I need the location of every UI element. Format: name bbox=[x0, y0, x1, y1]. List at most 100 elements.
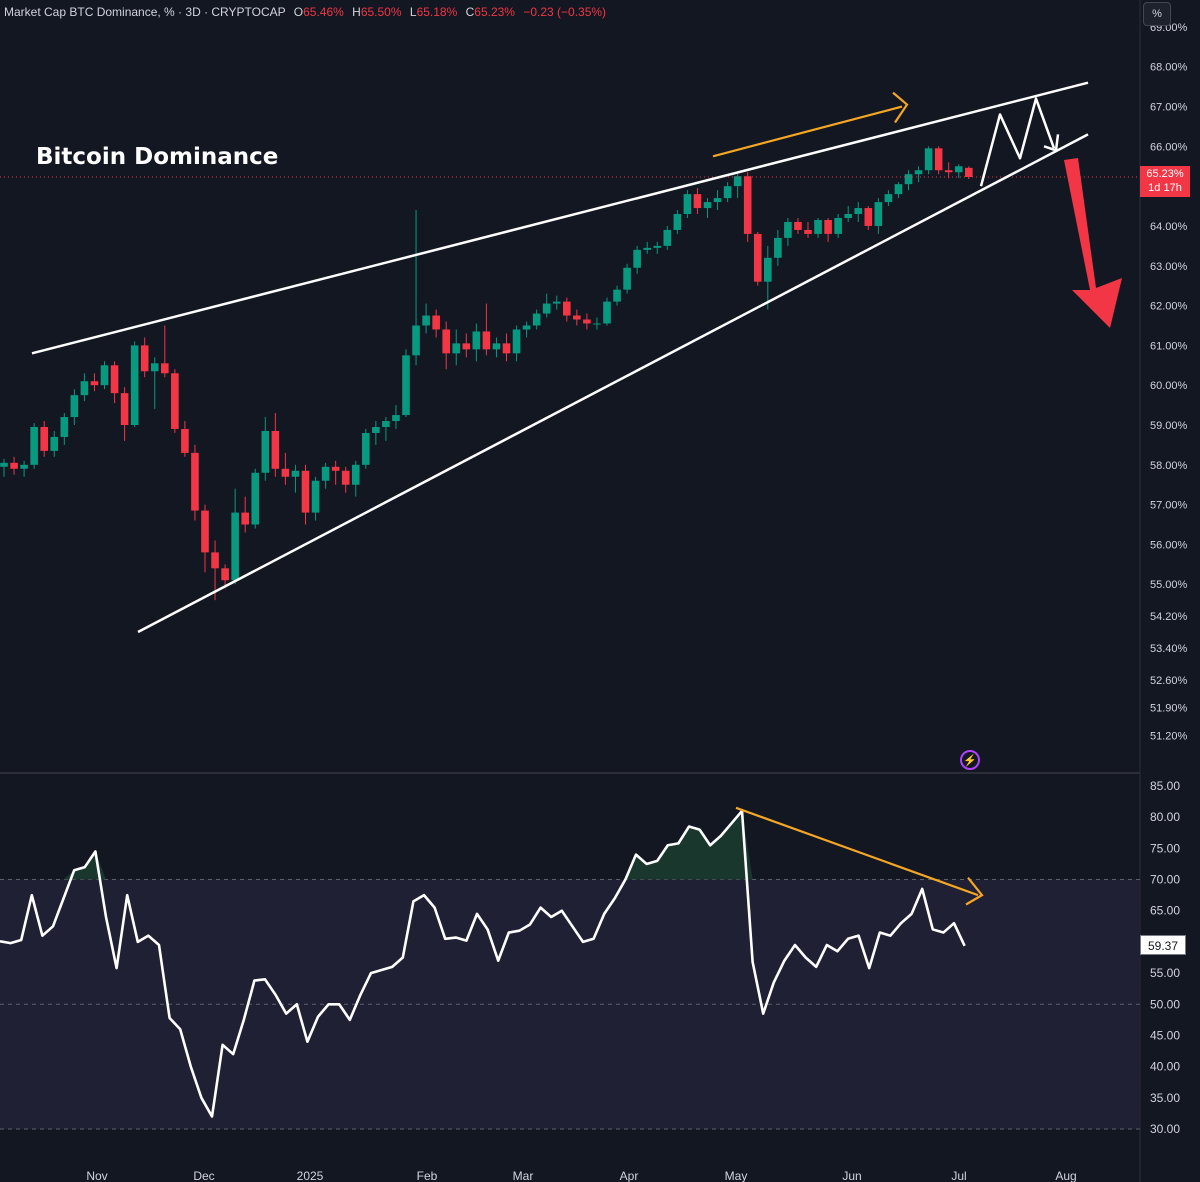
time-tick-label: Feb bbox=[417, 1169, 438, 1182]
price-tick-label: 51.90% bbox=[1150, 703, 1188, 715]
price-tick-label: 53.40% bbox=[1150, 643, 1188, 655]
open-value: 65.46% bbox=[303, 5, 344, 19]
symbol-title: Market Cap BTC Dominance, % · 3D · CRYPT… bbox=[4, 5, 286, 19]
candle-body bbox=[472, 331, 481, 350]
candle-body bbox=[914, 170, 923, 175]
candle-body bbox=[512, 329, 521, 354]
rsi-overbought-fill bbox=[63, 810, 753, 880]
candle-body bbox=[291, 470, 300, 477]
candle-body bbox=[362, 432, 370, 465]
candle-body bbox=[542, 303, 551, 314]
candle-body bbox=[844, 214, 852, 219]
candle-body bbox=[321, 466, 330, 481]
price-tick-label: 68.00% bbox=[1150, 62, 1188, 74]
symbol-header: Market Cap BTC Dominance, % · 3D · CRYPT… bbox=[4, 5, 606, 19]
time-tick-label: May bbox=[725, 1169, 748, 1182]
candle-body bbox=[532, 313, 541, 326]
rsi-tick-label: 65.00 bbox=[1150, 904, 1180, 918]
time-tick-label: 2025 bbox=[297, 1169, 324, 1182]
rsi-tick-label: 80.00 bbox=[1150, 810, 1180, 824]
projection-zigzag-head bbox=[1043, 134, 1060, 152]
candle-body bbox=[924, 148, 933, 171]
lightning-icon[interactable]: ⚡ bbox=[960, 750, 980, 770]
candle-body bbox=[30, 426, 38, 465]
percent-scale-button[interactable]: % bbox=[1143, 2, 1171, 26]
rsi-tick-label: 70.00 bbox=[1150, 873, 1180, 887]
rsi-tick-label: 75.00 bbox=[1150, 841, 1180, 855]
rsi-value-badge: 59.37 bbox=[1140, 935, 1186, 955]
time-tick-label: Mar bbox=[513, 1169, 534, 1182]
candle-body bbox=[683, 194, 692, 215]
candle-body bbox=[341, 470, 350, 485]
time-tick-label: Apr bbox=[620, 1169, 639, 1182]
time-tick-label: Dec bbox=[193, 1169, 214, 1182]
candle-body bbox=[522, 325, 531, 330]
orange-arrow-rsi-head bbox=[965, 876, 984, 906]
candle-body bbox=[593, 323, 601, 325]
candle-body bbox=[904, 174, 913, 185]
candle-body bbox=[231, 512, 239, 581]
price-tick-label: 67.00% bbox=[1150, 102, 1188, 114]
candle-body bbox=[80, 381, 89, 396]
candle-body bbox=[301, 470, 310, 513]
candle-body bbox=[120, 393, 129, 425]
candle-body bbox=[643, 247, 651, 250]
candle-body bbox=[191, 452, 199, 511]
candle-body bbox=[271, 430, 280, 469]
candle-body bbox=[633, 249, 641, 268]
time-tick-label: Jul bbox=[951, 1169, 966, 1182]
orange-arrow-price-line bbox=[712, 105, 903, 158]
low-value: 65.18% bbox=[416, 5, 458, 19]
candle-body bbox=[422, 315, 430, 326]
candle-body bbox=[784, 221, 792, 238]
candle-body bbox=[311, 480, 320, 513]
candle-body bbox=[733, 176, 742, 187]
candle-body bbox=[552, 301, 561, 304]
open-key: O bbox=[293, 5, 304, 19]
rsi-tick-label: 55.00 bbox=[1150, 966, 1180, 980]
candle-body bbox=[623, 267, 631, 290]
candle-body bbox=[281, 468, 290, 477]
candle-body bbox=[824, 219, 832, 234]
price-tick-label: 64.00% bbox=[1150, 221, 1188, 233]
projection-zigzag bbox=[979, 97, 1056, 187]
rsi-tick-label: 30.00 bbox=[1150, 1122, 1180, 1136]
rsi-tick-label: 50.00 bbox=[1150, 997, 1180, 1011]
candle-body bbox=[201, 510, 209, 553]
candle-body bbox=[110, 365, 119, 394]
candle-body bbox=[774, 237, 782, 258]
orange-arrow-rsi-line bbox=[735, 806, 979, 897]
candle-body bbox=[241, 512, 249, 525]
price-tick-label: 56.00% bbox=[1150, 539, 1188, 551]
candle-body bbox=[251, 472, 260, 525]
candle-body bbox=[743, 176, 752, 234]
candle-body bbox=[70, 395, 79, 418]
high-value: 65.50% bbox=[360, 5, 402, 19]
candle-body bbox=[814, 219, 822, 234]
time-tick-label: Nov bbox=[86, 1169, 107, 1182]
candle-body bbox=[171, 373, 179, 429]
candle-body bbox=[794, 221, 802, 230]
candle-body bbox=[482, 331, 491, 350]
candle-body bbox=[884, 194, 893, 203]
candle-body bbox=[392, 415, 400, 422]
last-price-badge: 65.23% 1d 17h bbox=[1140, 166, 1190, 197]
candle-body bbox=[412, 325, 420, 356]
rsi-tick-label: 45.00 bbox=[1150, 1028, 1180, 1042]
candle-body bbox=[10, 462, 18, 469]
candle-body bbox=[583, 319, 591, 324]
change-value: −0.23 (−0.35%) bbox=[523, 5, 607, 19]
candle-body bbox=[965, 167, 973, 177]
candle-body bbox=[351, 464, 360, 485]
candle-body bbox=[603, 301, 611, 324]
candle-body bbox=[573, 315, 581, 320]
candle-body bbox=[402, 355, 410, 416]
candle-body bbox=[432, 315, 440, 330]
price-tick-label: 62.00% bbox=[1150, 301, 1188, 313]
candle-body bbox=[673, 214, 682, 230]
candle-body bbox=[211, 552, 219, 569]
time-tick-label: Aug bbox=[1055, 1169, 1076, 1182]
candle-body bbox=[713, 198, 722, 203]
red-down-arrow bbox=[1064, 158, 1122, 328]
